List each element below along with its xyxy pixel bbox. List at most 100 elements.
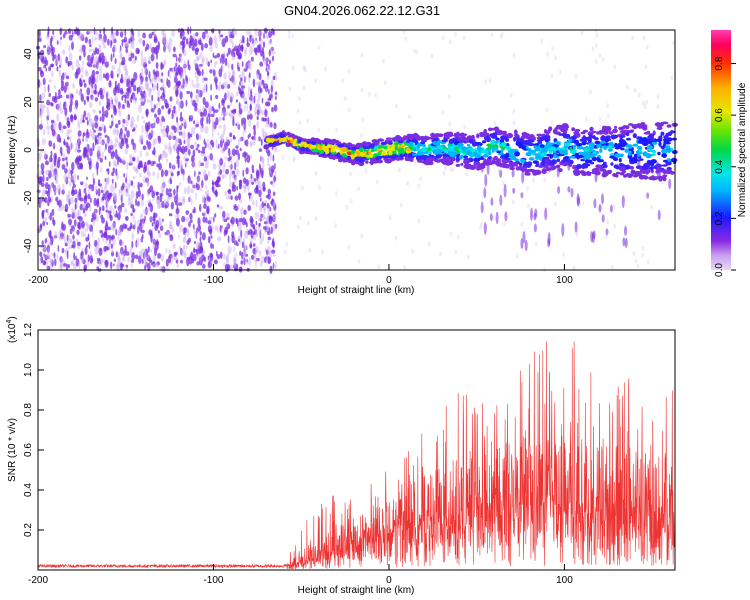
noise-blob <box>227 245 232 254</box>
noise-blob <box>219 206 223 210</box>
noise-blob <box>61 49 66 55</box>
colorbar-tick-label: 0.6 <box>714 108 725 122</box>
noise-blob <box>98 208 101 216</box>
noise-blob <box>637 92 641 98</box>
signal-blob <box>539 136 546 141</box>
signal-blob <box>365 160 369 164</box>
signal-blob <box>663 135 668 139</box>
signal-blob <box>525 145 529 150</box>
noise-blob <box>130 40 133 47</box>
noise-blob <box>248 62 252 70</box>
noise-blob <box>250 192 253 202</box>
signal-blob <box>631 150 635 155</box>
signal-blob <box>636 145 643 150</box>
noise-blob <box>110 183 114 193</box>
noise-blob <box>37 198 42 205</box>
signal-blob <box>504 137 510 142</box>
noise-blob <box>160 95 163 100</box>
noise-blob <box>292 155 296 161</box>
noise-blob <box>229 173 231 182</box>
noise-blob <box>61 157 65 162</box>
noise-blob <box>509 92 513 98</box>
noise-blob <box>217 225 219 234</box>
signal-blob <box>582 129 589 133</box>
noise-blob <box>226 90 231 99</box>
noise-blob <box>121 124 125 129</box>
noise-blob <box>208 36 213 46</box>
noise-blob <box>45 67 47 72</box>
noise-blob <box>86 202 91 208</box>
signal-tail-blob <box>577 196 581 205</box>
noise-blob <box>256 102 261 108</box>
noise-blob <box>102 193 105 201</box>
noise-blob <box>55 196 59 202</box>
noise-blob <box>124 126 128 132</box>
noise-blob <box>146 160 151 165</box>
noise-blob <box>242 129 245 138</box>
signal-blob <box>287 137 294 141</box>
noise-blob <box>60 204 65 211</box>
signal-tail-blob <box>621 195 625 208</box>
signal-blob <box>460 133 468 137</box>
noise-blob <box>184 145 188 153</box>
noise-blob <box>194 70 197 78</box>
noise-blob <box>166 132 169 138</box>
noise-blob <box>116 230 120 235</box>
signal-blob <box>564 142 571 147</box>
noise-blob <box>613 223 617 229</box>
signal-blob <box>646 130 651 134</box>
noise-blob <box>210 139 214 145</box>
noise-blob <box>554 55 557 61</box>
noise-blob <box>210 113 215 118</box>
noise-blob <box>254 251 257 261</box>
noise-blob <box>96 48 100 55</box>
noise-blob <box>202 232 206 241</box>
signal-blob <box>312 137 317 141</box>
noise-blob <box>87 254 90 263</box>
noise-blob <box>182 173 185 182</box>
noise-blob <box>42 244 47 253</box>
signal-blob <box>420 147 428 153</box>
noise-blob <box>160 61 163 71</box>
signal-blob <box>575 164 583 169</box>
noise-blob <box>54 155 57 163</box>
noise-blob <box>227 104 230 109</box>
signal-blob <box>336 141 342 145</box>
noise-blob <box>81 247 84 253</box>
noise-blob <box>444 165 448 171</box>
noise-blob <box>98 56 103 63</box>
signal-tail-blob <box>646 192 650 199</box>
signal-blob <box>368 143 375 149</box>
noise-blob <box>63 263 67 267</box>
noise-blob <box>141 193 144 201</box>
noise-blob <box>132 175 136 180</box>
noise-blob <box>125 172 128 178</box>
noise-blob <box>274 162 276 170</box>
noise-blob <box>199 52 203 59</box>
noise-blob <box>263 202 267 207</box>
noise-blob <box>269 152 272 161</box>
noise-blob <box>96 257 101 262</box>
signal-tail-blob <box>590 230 594 243</box>
signal-blob <box>569 147 573 151</box>
noise-blob <box>219 169 222 176</box>
noise-blob <box>55 103 60 110</box>
noise-blob <box>120 194 123 204</box>
noise-blob <box>77 130 82 137</box>
noise-blob <box>183 121 187 130</box>
noise-blob <box>148 88 152 97</box>
noise-blob <box>224 35 229 43</box>
noise-blob <box>192 149 196 158</box>
noise-blob <box>83 213 88 217</box>
noise-blob <box>182 246 186 256</box>
noise-blob <box>302 85 306 91</box>
noise-blob <box>229 96 233 103</box>
noise-blob <box>120 133 123 139</box>
noise-blob <box>196 143 200 148</box>
noise-blob <box>198 182 201 187</box>
noise-blob <box>152 138 155 147</box>
noise-blob <box>163 150 167 159</box>
noise-blob <box>139 134 144 144</box>
noise-blob <box>254 232 259 238</box>
noise-blob <box>156 200 161 210</box>
